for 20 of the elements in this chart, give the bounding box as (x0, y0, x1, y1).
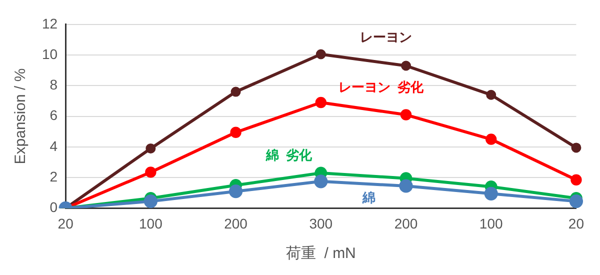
x-tick-label: 20 (568, 215, 584, 232)
y-tick-label: 10 (42, 46, 58, 62)
x-tick-label: 300 (309, 215, 333, 232)
series-label: レーヨン 劣化 (338, 79, 425, 94)
y-tick-label: 4 (50, 138, 58, 154)
y-tick-label: 0 (50, 199, 58, 216)
x-tick-label: 100 (479, 215, 503, 232)
series-label: 綿 (361, 190, 376, 205)
x-tick-label: 200 (394, 215, 418, 232)
x-tick-label: 100 (139, 215, 163, 232)
y-tick-label: 2 (50, 168, 58, 184)
x-tick-label: 20 (58, 215, 74, 232)
x-tick-label: 200 (224, 215, 248, 232)
y-axis-title: Expansion / % (12, 68, 30, 164)
series-label: 綿 劣化 (264, 148, 313, 163)
x-axis-title: 荷重 / mN (286, 245, 356, 262)
series-label: レーヨン (360, 29, 412, 44)
y-tick-label: 12 (42, 15, 58, 32)
y-tick-label: 6 (50, 107, 58, 124)
y-tick-label: 8 (50, 76, 58, 93)
